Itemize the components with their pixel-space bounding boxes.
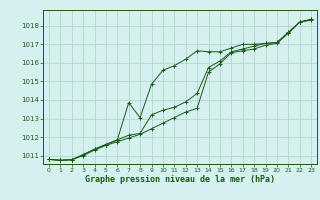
X-axis label: Graphe pression niveau de la mer (hPa): Graphe pression niveau de la mer (hPa) — [85, 175, 275, 184]
